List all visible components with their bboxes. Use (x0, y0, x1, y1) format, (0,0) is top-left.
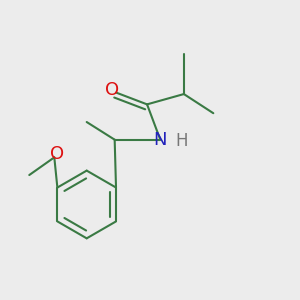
Text: N: N (154, 131, 167, 149)
Text: H: H (175, 132, 188, 150)
Text: O: O (105, 81, 119, 99)
Text: O: O (50, 146, 64, 164)
